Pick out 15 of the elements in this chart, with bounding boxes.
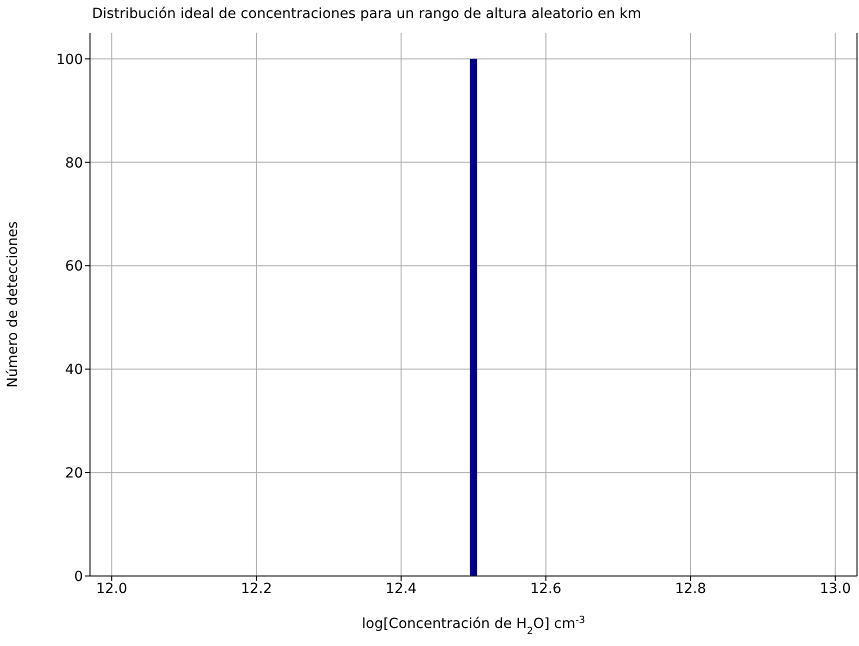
x-tick-label: 12.0 — [96, 580, 128, 597]
chart-title: Distribución ideal de concentraciones para un rango de altura aleatorio en km — [92, 6, 642, 22]
y-tick-label: 20 — [65, 466, 83, 482]
y-tick-label: 0 — [74, 568, 83, 585]
x-axis-title: log[Concentración de H$_{2}$O] cm$^{-3}$ — [362, 614, 586, 636]
y-axis-title: Número de detecciones — [4, 221, 21, 388]
x-tick-label: 12.4 — [386, 580, 417, 597]
y-tick-label: 80 — [65, 155, 83, 172]
x-tick-label: 12.6 — [530, 580, 562, 597]
x-tick-label: 13.0 — [820, 580, 851, 597]
y-tick-label: 60 — [65, 258, 83, 275]
x-tick-label: 12.8 — [674, 580, 706, 597]
y-tick-label: 40 — [65, 362, 83, 378]
y-tick-label: 100 — [56, 52, 83, 68]
x-tick-label: 12.2 — [240, 580, 272, 597]
